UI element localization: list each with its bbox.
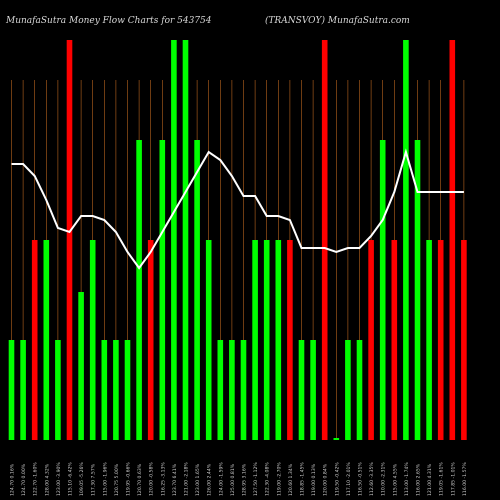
bar <box>66 40 73 440</box>
bar <box>379 140 386 440</box>
x-tick-label: 127.50 -1.12% <box>253 462 259 496</box>
bar <box>101 340 108 440</box>
bar <box>171 40 177 440</box>
x-tick-label: 120.75 5.00% <box>114 463 120 496</box>
bar <box>8 340 15 440</box>
x-tick-label: 119.05 -1.61% <box>439 462 445 496</box>
x-tick-label: 120.70 0.63% <box>137 463 143 496</box>
x-tick-label: 117.30 7.57% <box>91 463 97 496</box>
bar <box>159 140 166 440</box>
bar <box>414 140 421 440</box>
bar <box>182 40 189 440</box>
bar <box>43 240 50 440</box>
x-tick-label: 123.00 1.65% <box>195 463 201 496</box>
bar <box>321 40 328 440</box>
bar <box>20 340 26 440</box>
x-tick-label: 115.10 -6.42% <box>68 462 74 496</box>
bar <box>229 340 235 440</box>
bar <box>217 340 224 440</box>
bar <box>437 240 444 440</box>
bar <box>403 40 409 440</box>
chart-title-left: MunafaSutra Money Flow Charts for 543754 <box>5 16 212 26</box>
x-tick-label: 117.10 -2.01% <box>346 462 352 496</box>
bar <box>252 240 258 440</box>
x-tick-label: 110.00 -2.31% <box>381 462 387 496</box>
x-tick-label: 109.05 -5.26% <box>79 462 85 496</box>
bar <box>55 340 61 440</box>
bar <box>287 240 293 440</box>
bar <box>275 240 282 440</box>
x-tick-label: 118.85 -1.45% <box>300 462 306 496</box>
x-tick-label: 115.00 4.55% <box>392 463 398 496</box>
bar <box>461 240 467 440</box>
bar <box>136 140 142 440</box>
x-tick-label: 123.70 6.41% <box>172 463 178 496</box>
bar <box>345 340 351 440</box>
x-tick-label: 120.00 0.84% <box>323 463 329 496</box>
x-tick-label: 113.00 -1.74% <box>404 462 410 496</box>
bar <box>449 40 456 440</box>
bar <box>310 340 316 440</box>
x-tick-label: 119.95 -0.66% <box>126 462 132 496</box>
bar <box>240 340 247 440</box>
x-tick-label: 112.60 -3.35% <box>369 462 375 496</box>
x-tick-label: 120.60 1.34% <box>288 463 294 496</box>
x-tick-label: 115.00 -1.96% <box>102 462 108 496</box>
x-tick-label: 125.00 0.81% <box>230 463 236 496</box>
bar <box>147 240 154 440</box>
bar <box>368 240 374 440</box>
x-tick-label: 116.50 -0.51% <box>358 462 364 496</box>
x-tick-label: 116.00 -1.57% <box>462 462 468 496</box>
bar <box>391 240 398 440</box>
bar <box>333 438 340 440</box>
x-tick-label: 123.00 -3.90% <box>56 462 62 496</box>
x-tick-label: 128.00 4.32% <box>44 463 50 496</box>
bar <box>89 240 96 440</box>
bar <box>426 240 432 440</box>
x-tick-label: 124.00 -1.59% <box>218 462 224 496</box>
bar <box>113 340 119 440</box>
bar <box>31 240 38 440</box>
money-flow-line <box>11 148 464 270</box>
bar <box>356 340 363 440</box>
x-tick-label: 124.70 0.00% <box>21 463 27 496</box>
bar <box>124 340 131 440</box>
x-tick-label: 121.00 4.31% <box>427 463 433 496</box>
x-tick-label: 124.70 0.16% <box>10 463 16 496</box>
chart-title-right: (TRANSVOY) MunafaSutra.com <box>265 15 410 26</box>
x-tick-label: 120.00 -0.58% <box>149 462 155 496</box>
x-tick-label: 128.95 3.16% <box>242 463 248 496</box>
bar <box>194 140 200 440</box>
x-tick-label: 119.50 -0.42% <box>334 462 340 496</box>
bar <box>205 240 212 440</box>
x-axis-labels: 124.70 0.16% 124.70 0.00% 122.70 -1.60% 128… <box>10 462 468 496</box>
x-tick-label: 126.00 2.44% <box>207 463 213 496</box>
bar <box>298 340 305 440</box>
x-tick-label: 119.00 0.13% <box>311 463 317 496</box>
x-tick-label: 117.85 -1.01% <box>450 462 456 496</box>
x-tick-label: 122.30 -4.08% <box>265 462 271 496</box>
bar <box>78 292 84 440</box>
x-tick-label: 116.25 -3.13% <box>160 462 166 496</box>
x-tick-label: 116.00 2.65% <box>416 463 422 496</box>
bar <box>263 240 270 440</box>
x-tick-label: 121.00 -2.18% <box>184 462 190 496</box>
bars <box>8 40 467 440</box>
x-tick-label: 122.70 -1.60% <box>33 462 39 496</box>
x-tick-label: 119.00 -2.70% <box>276 462 282 496</box>
